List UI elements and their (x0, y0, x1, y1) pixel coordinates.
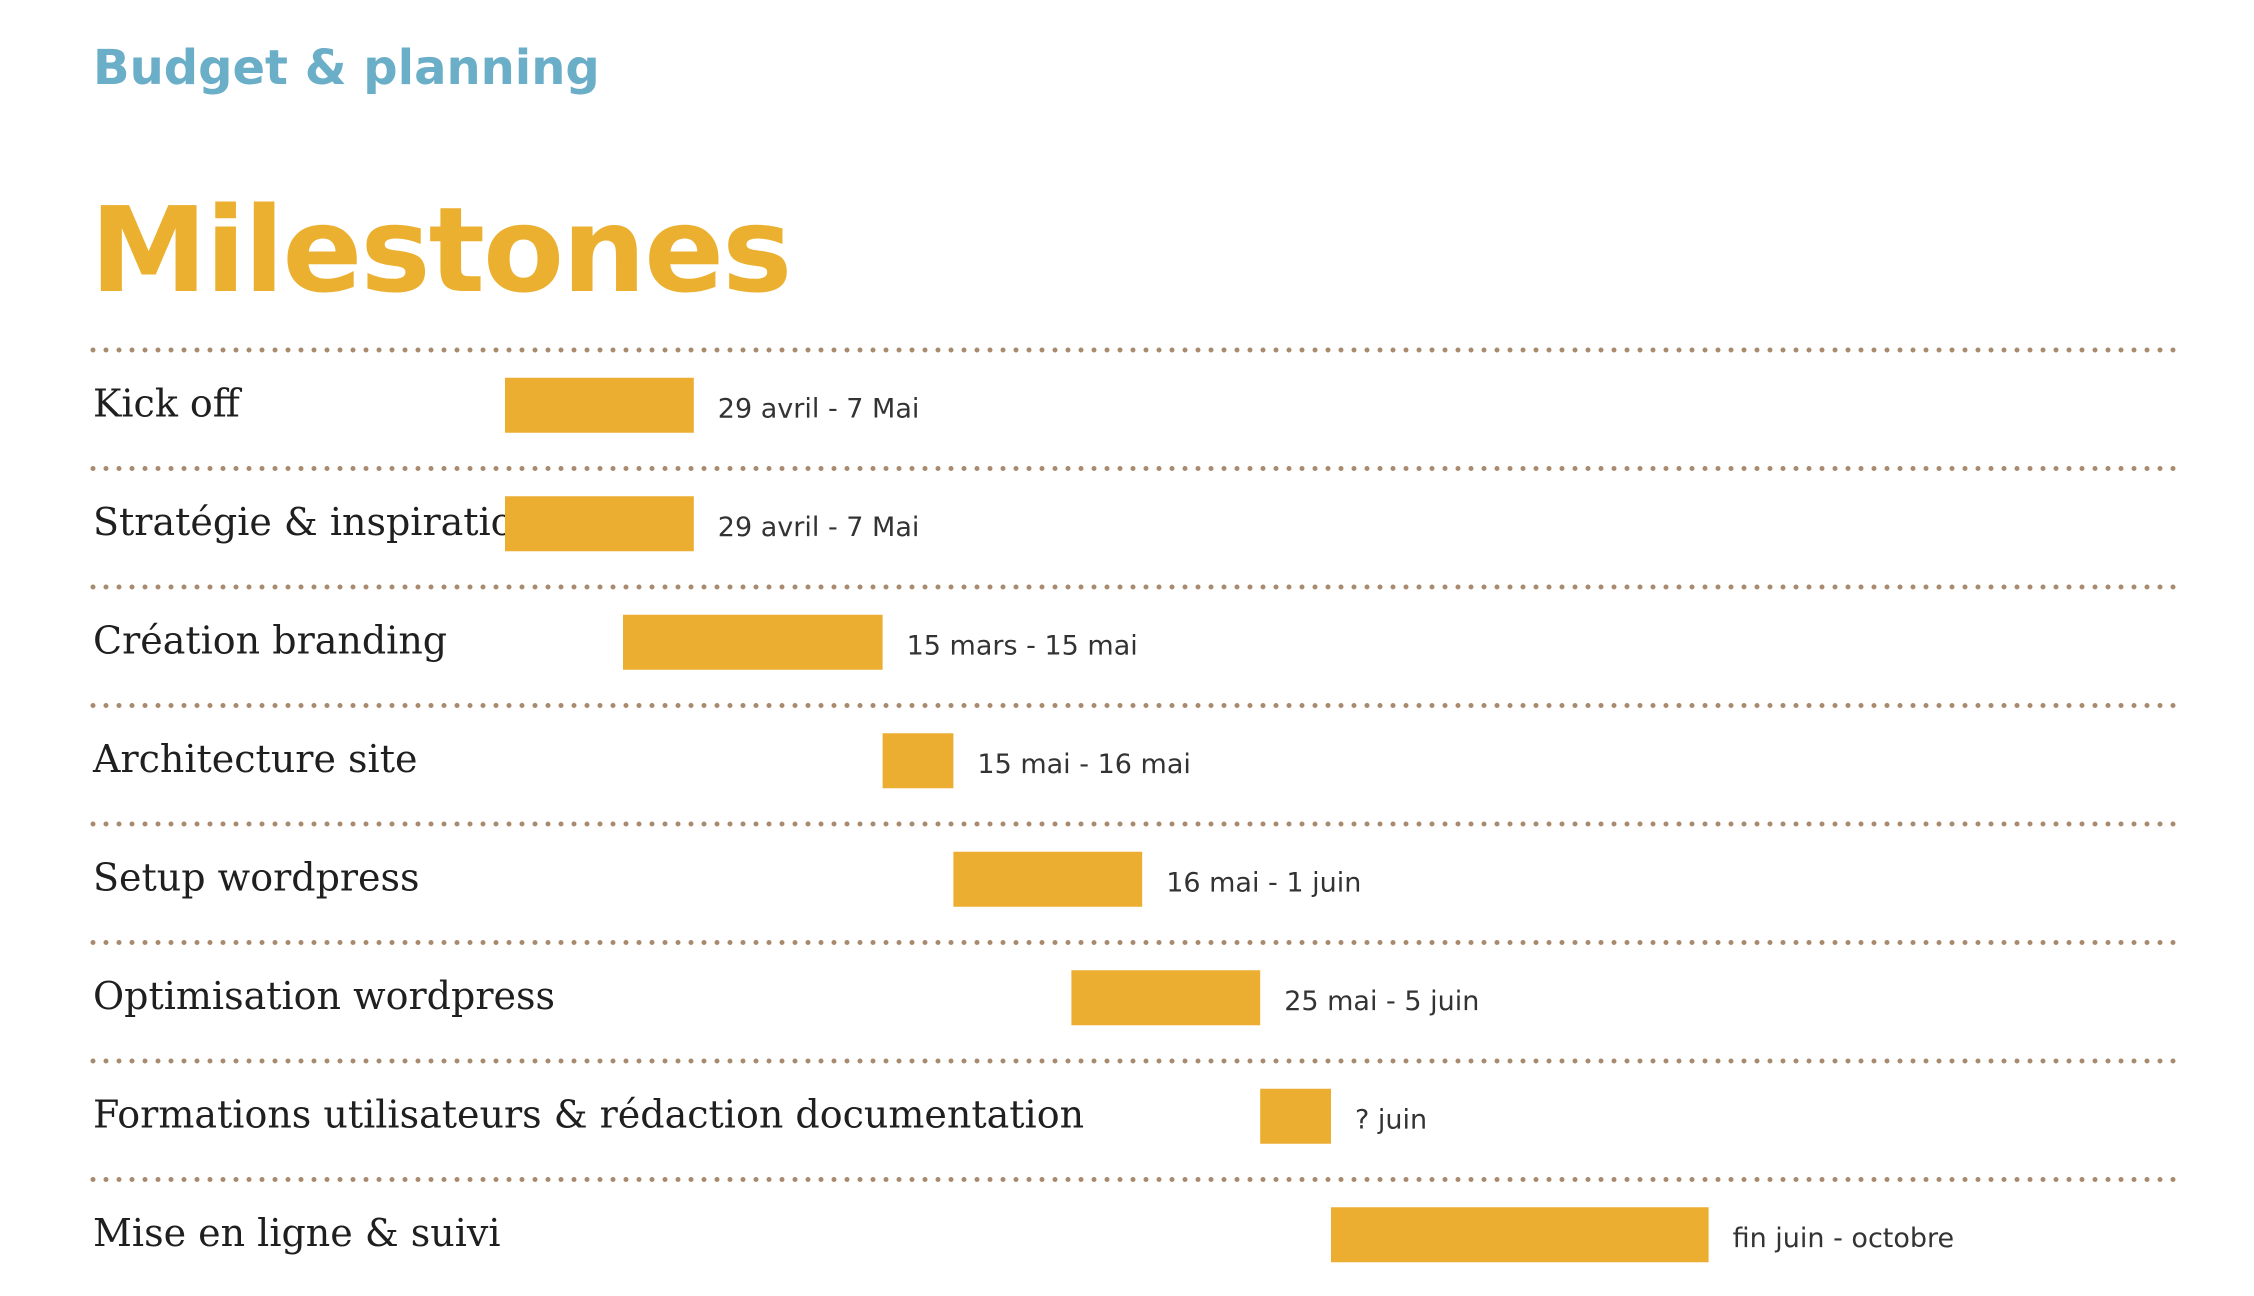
date-range-label: 29 avril - 7 Mai (718, 512, 920, 543)
milestone-bar (1260, 1088, 1331, 1144)
task-label: Kick off (93, 381, 243, 425)
date-range-label: 25 mai - 5 juin (1284, 986, 1479, 1017)
section-kicker: Budget & planning (93, 40, 600, 96)
date-range-label: ? juin (1355, 1104, 1427, 1135)
task-label: Architecture site (92, 737, 417, 781)
task-label: Optimisation wordpress (93, 974, 555, 1018)
milestone-bar (1071, 970, 1261, 1026)
task-label: Setup wordpress (93, 855, 420, 899)
date-range-label: 15 mai - 16 mai (977, 749, 1190, 780)
milestone-bar (882, 733, 954, 789)
date-range-label: 29 avril - 7 Mai (718, 393, 920, 424)
page-title: Milestones (90, 181, 792, 319)
task-label: Stratégie & inspiration (93, 500, 538, 544)
date-range-label: fin juin - octobre (1733, 1223, 1955, 1254)
milestone-bar (505, 377, 694, 433)
milestone-bar (953, 851, 1143, 907)
milestone-bar (1331, 1207, 1709, 1263)
milestone-bar (505, 496, 694, 552)
milestone-bar (623, 614, 883, 670)
task-label: Formations utilisateurs & rédaction docu… (93, 1092, 1084, 1136)
task-label: Mise en ligne & suivi (93, 1211, 501, 1255)
date-range-label: 16 mai - 1 juin (1166, 867, 1361, 898)
date-range-label: 15 mars - 15 mai (907, 630, 1138, 661)
task-label: Création branding (93, 618, 447, 662)
